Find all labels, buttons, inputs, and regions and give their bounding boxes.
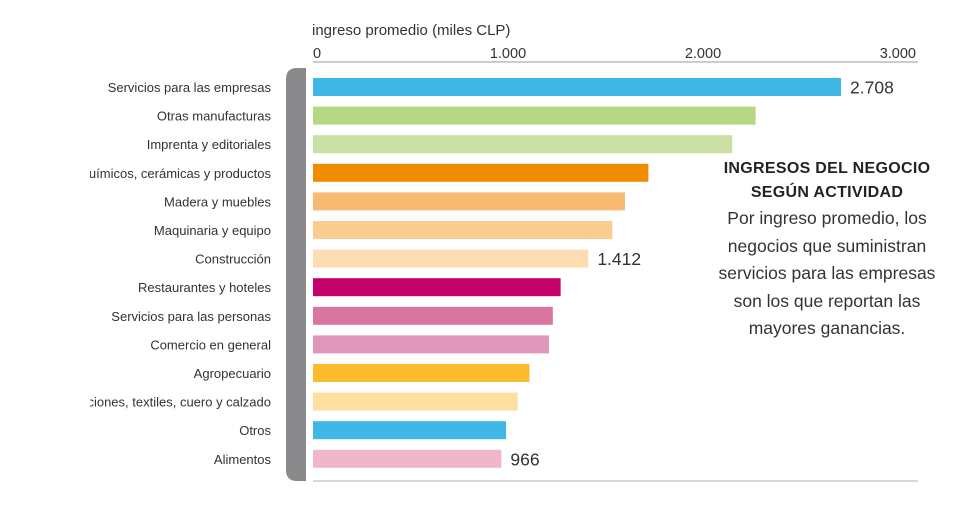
x-tick-label: 3.000 <box>880 46 916 62</box>
axis-title: ingreso promedio (miles CLP) <box>312 22 511 39</box>
annotation-title: INGRESOS DEL NEGOCIO SEGÚN ACTIVIDAD <box>723 160 931 201</box>
category-label: Servicios para las personas <box>111 309 271 324</box>
bar <box>313 335 549 354</box>
category-label: Servicios para las empresas <box>108 80 272 95</box>
category-label: Imprenta y editoriales <box>147 137 272 152</box>
bar <box>313 364 530 382</box>
bar <box>313 192 625 211</box>
data-label: 1.412 <box>597 249 641 269</box>
bar <box>313 163 649 182</box>
category-label: Otros <box>239 423 271 438</box>
category-label: Confecciones, textiles, cuero y calzado <box>46 395 271 410</box>
category-label: Químicos, cerámicas y productos <box>79 166 272 181</box>
bar <box>313 249 589 268</box>
label-clip-mask <box>0 68 90 481</box>
category-label: Construcción <box>195 252 271 267</box>
bar <box>313 392 518 411</box>
bar <box>313 135 733 154</box>
category-label: Otras manufacturas <box>157 109 272 124</box>
data-label: 2.708 <box>850 78 894 98</box>
bar <box>313 421 507 440</box>
category-label: Agropecuario <box>194 366 271 381</box>
bar <box>313 221 613 239</box>
data-label: 966 <box>510 449 539 469</box>
x-tick-label: 1.000 <box>490 46 526 62</box>
annotation-body: Por ingreso promedio, los negocios que s… <box>718 208 936 338</box>
x-tick-label: 2.000 <box>685 46 721 62</box>
annotation-panel: INGRESOS DEL NEGOCIO SEGÚN ACTIVIDAD Por… <box>718 157 936 343</box>
bar <box>313 78 842 96</box>
x-tick-label: 0 <box>313 46 321 62</box>
category-bracket <box>286 68 306 481</box>
category-label: Madera y muebles <box>164 194 271 209</box>
bar <box>313 106 756 125</box>
bar <box>313 449 502 468</box>
bar <box>313 278 561 297</box>
category-label: Alimentos <box>214 452 272 467</box>
category-label: Restaurantes y hoteles <box>138 280 271 295</box>
category-label: Comercio en general <box>150 337 271 352</box>
category-label: Maquinaria y equipo <box>154 223 271 238</box>
bar <box>313 306 553 325</box>
